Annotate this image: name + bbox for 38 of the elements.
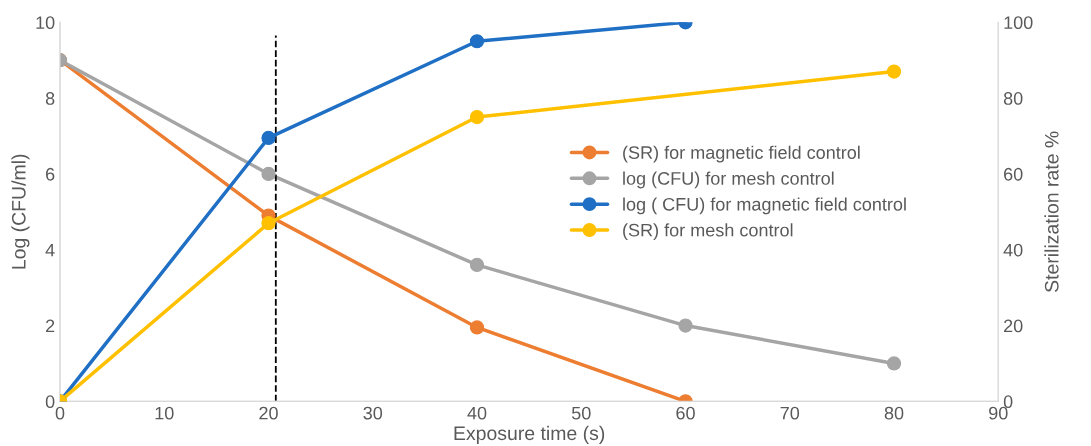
y-tick-label: 0 <box>45 395 55 409</box>
point <box>469 34 485 49</box>
x-tick-label: 50 <box>571 406 591 420</box>
legend-label: (SR) for magnetic field control <box>623 145 860 163</box>
x-tick-label: 10 <box>155 406 174 420</box>
point <box>261 216 276 231</box>
point <box>886 64 902 79</box>
y-tick-label: 6 <box>46 167 55 181</box>
point <box>469 320 485 335</box>
legend-label: log (CFU) for mesh control <box>623 171 834 189</box>
point <box>469 257 485 273</box>
x-tick-label: 20 <box>259 406 278 420</box>
y-tick-label: 4 <box>45 243 55 257</box>
point <box>261 130 276 146</box>
legend-label: (SR) for mesh control <box>623 223 793 241</box>
x-tick-label: 0 <box>55 406 65 420</box>
x-tick-label: 90 <box>989 406 1008 420</box>
y-tick-label: 2 <box>46 319 55 333</box>
x-tick-label: 60 <box>676 406 695 420</box>
y2-tick-label: 60 <box>1004 167 1023 181</box>
x-tick-label: 80 <box>884 406 904 420</box>
x-tick-label: 30 <box>363 406 383 420</box>
y-tick-label: 10 <box>36 16 55 30</box>
y-tick-label: 8 <box>45 92 55 105</box>
y-axis-title: Log (CFU/ml) <box>11 154 30 269</box>
point <box>886 356 902 371</box>
x-tick-label: 40 <box>467 406 487 420</box>
point <box>469 109 485 125</box>
x-tick-label: 70 <box>780 406 800 420</box>
y2-tick-label: 40 <box>1003 243 1023 257</box>
legend-label: log ( CFU) for magnetic field control <box>623 197 906 215</box>
x-axis-title: Exposure time (s) <box>454 425 605 444</box>
y2-axis-title: Sterilization rate % <box>1044 131 1059 293</box>
point <box>261 166 276 182</box>
point <box>678 318 693 333</box>
y2-tick-label: 80 <box>1003 92 1023 105</box>
y2-tick-label: 100 <box>1004 16 1033 30</box>
y2-tick-label: 20 <box>1004 319 1023 333</box>
